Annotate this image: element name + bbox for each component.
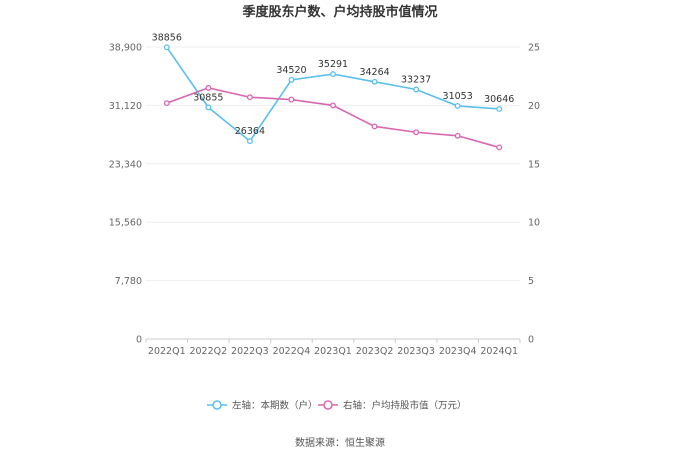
right-tick-label: 0 xyxy=(528,335,534,346)
legend-label: 右轴：户均持股市值（万元） xyxy=(343,400,467,412)
data-label: 35291 xyxy=(318,59,348,70)
right-tick-label: 20 xyxy=(528,101,540,112)
data-point xyxy=(371,78,378,85)
x-tick-label: 2022Q3 xyxy=(231,346,269,357)
series-layer xyxy=(163,44,503,151)
data-point xyxy=(205,104,212,111)
data-point xyxy=(413,86,420,93)
legend-label: 左轴：本期数（户） xyxy=(232,400,318,412)
left-axis: 0 7,780 15,560 23,340 31,120 38,900 xyxy=(109,43,142,346)
left-tick-label: 31,120 xyxy=(109,101,142,112)
left-tick-label: 7,780 xyxy=(115,276,142,287)
data-point xyxy=(163,44,170,51)
data-label: 33237 xyxy=(401,75,431,86)
data-point xyxy=(330,71,336,78)
chart-title: 季度股东户数、户均持股市值情况 xyxy=(241,4,437,20)
x-tick-label: 2024Q1 xyxy=(480,346,518,357)
data-point xyxy=(246,138,253,145)
data-labels: 38856 30855 26364 34520 35291 34264 33237 31053… xyxy=(152,32,515,137)
legend-swatch-marker xyxy=(323,400,333,410)
data-label: 34520 xyxy=(276,65,306,76)
x-tick-label: 2023Q4 xyxy=(439,346,477,357)
data-label: 30855 xyxy=(193,92,223,103)
data-point xyxy=(330,102,336,109)
x-tick-label: 2022Q2 xyxy=(189,346,227,357)
left-tick-label: 23,340 xyxy=(109,159,142,170)
data-point xyxy=(454,132,461,139)
data-label: 38856 xyxy=(152,32,182,43)
data-point xyxy=(496,106,503,112)
data-label: 31053 xyxy=(443,91,473,102)
data-point xyxy=(163,100,170,107)
data-label: 30646 xyxy=(484,94,514,105)
data-point xyxy=(205,84,212,91)
left-tick-label: 15,560 xyxy=(109,218,142,229)
data-point xyxy=(288,76,295,83)
right-tick-label: 25 xyxy=(528,43,540,54)
left-tick-label: 38,900 xyxy=(109,43,142,54)
data-point xyxy=(413,129,420,136)
x-tick-label: 2022Q1 xyxy=(148,346,186,357)
right-tick-label: 15 xyxy=(528,159,540,170)
right-tick-label: 10 xyxy=(528,218,540,229)
data-point xyxy=(371,123,378,130)
x-axis: 2022Q1 2022Q2 2022Q3 2022Q4 2023Q1 2023Q2 2023… xyxy=(145,339,521,357)
right-tick-label: 5 xyxy=(528,276,534,287)
left-tick-label: 0 xyxy=(136,335,142,346)
x-tick-label: 2022Q4 xyxy=(273,346,311,357)
data-point xyxy=(496,144,503,151)
legend-swatch-marker xyxy=(212,400,222,410)
data-point xyxy=(246,94,253,101)
legend[interactable]: 左轴：本期数（户） 右轴：户均持股市值（万元） xyxy=(207,400,467,412)
data-point xyxy=(288,96,295,103)
right-axis: 0 5 10 15 20 25 xyxy=(528,43,540,346)
data-label: 34264 xyxy=(359,67,389,78)
x-tick-label: 2023Q3 xyxy=(397,346,435,357)
x-tick-label: 2023Q2 xyxy=(356,346,394,357)
data-label: 26364 xyxy=(235,126,265,137)
source-note: 数据来源：恒生聚源 xyxy=(295,436,385,449)
x-tick-label: 2023Q1 xyxy=(314,346,352,357)
data-point xyxy=(454,102,461,109)
